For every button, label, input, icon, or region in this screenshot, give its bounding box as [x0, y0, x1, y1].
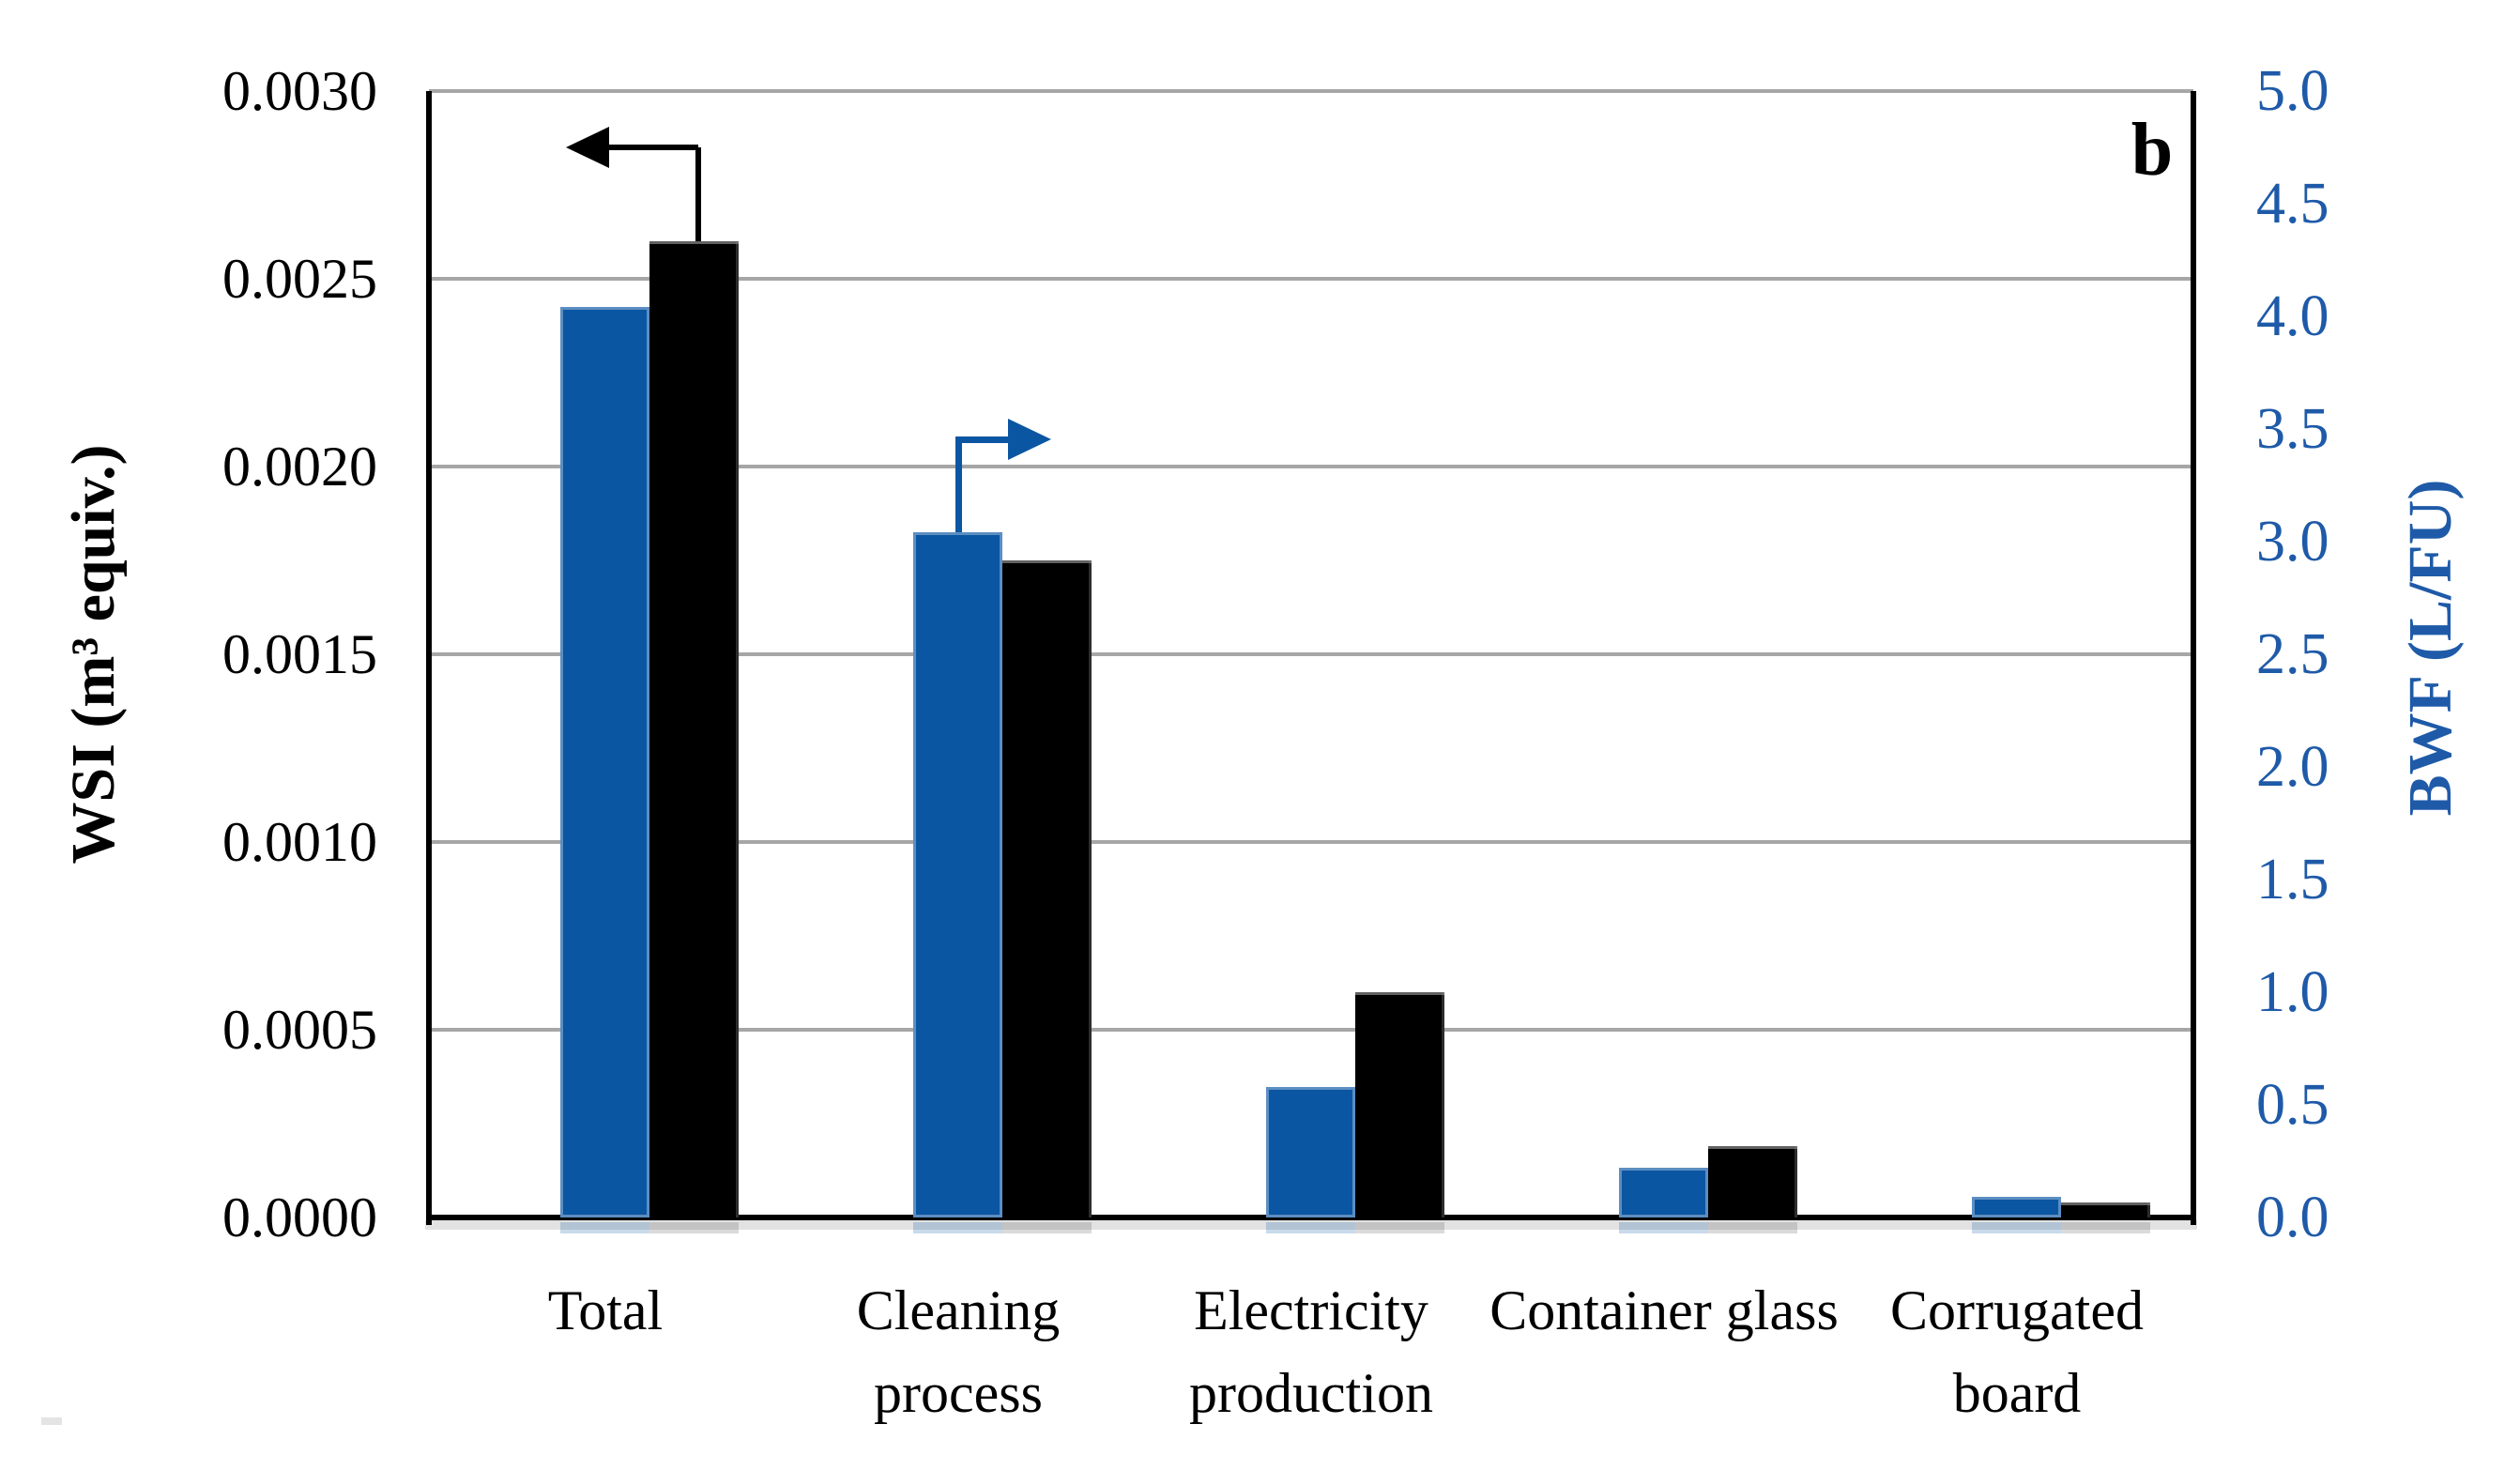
right-axis-tick-label: 5.0: [2256, 59, 2329, 123]
right-arrow-head: [1007, 419, 1051, 460]
gridline: [429, 465, 2193, 468]
bar-shadow: [1708, 1222, 1797, 1233]
right-arrow-vline: [955, 439, 962, 532]
bar-wsi-5: [2061, 1202, 2150, 1217]
bar-wsi-4: [1708, 1146, 1797, 1217]
bar-bwf-1: [560, 307, 649, 1217]
right-arrow-hline: [955, 436, 1008, 443]
bar-bwf-3: [1266, 1087, 1355, 1217]
left-arrow-head: [566, 127, 610, 168]
bar-shadow: [649, 1222, 739, 1233]
panel-letter-label: b: [2131, 109, 2174, 191]
right-axis-tick-label: 2.0: [2256, 735, 2329, 799]
left-axis-tick-label: 0.0030: [222, 60, 377, 122]
category-label-1: Total: [547, 1279, 664, 1341]
gridline: [429, 652, 2193, 656]
right-axis-tick-label: 2.5: [2256, 622, 2329, 686]
right-axis-tick-label: 3.0: [2256, 510, 2329, 574]
bar-shadow: [1619, 1222, 1708, 1233]
bar-wsi-3: [1355, 992, 1444, 1217]
bar-shadow: [913, 1222, 1002, 1233]
category-label-4: Container glass: [1489, 1279, 1839, 1341]
left-axis-tick-label: 0.0000: [222, 1187, 377, 1248]
bar-shadow: [1002, 1222, 1092, 1233]
x-axis-line: [426, 1215, 2196, 1220]
y-axis-left-line: [426, 91, 432, 1225]
right-axis-tick-label: 1.0: [2256, 960, 2329, 1024]
gridline: [429, 1028, 2193, 1032]
bar-shadow: [1266, 1222, 1355, 1233]
bar-shadow: [1355, 1222, 1444, 1233]
right-axis-tick-label: 1.5: [2256, 848, 2329, 911]
gridline: [429, 840, 2193, 844]
left-axis-tick-label: 0.0025: [222, 248, 377, 310]
right-axis-tick-label: 0.0: [2256, 1186, 2329, 1249]
left-axis-tick-label: 0.0005: [222, 999, 377, 1061]
left-arrow-hline: [609, 145, 699, 150]
gridline: [429, 277, 2193, 281]
right-axis-tick-label: 4.0: [2256, 284, 2329, 348]
category-label-5: Corrugated board: [1890, 1279, 2144, 1424]
right-axis-tick-label: 0.5: [2256, 1073, 2329, 1137]
left-axis-tick-label: 0.0010: [222, 811, 377, 873]
gridline: [429, 89, 2193, 93]
bar-shadow: [560, 1222, 649, 1233]
bar-shadow: [2061, 1222, 2150, 1233]
right-axis-tick-label: 3.5: [2256, 397, 2329, 461]
y-axis-right-line: [2191, 91, 2196, 1225]
bar-wsi-1: [649, 241, 739, 1217]
bar-bwf-2: [913, 532, 1002, 1217]
category-label-3: Electricity production: [1189, 1279, 1433, 1424]
left-arrow-vline: [695, 147, 702, 241]
bar-bwf-5: [1972, 1197, 2061, 1217]
bar-bwf-4: [1619, 1168, 1708, 1217]
axis-shadow: [425, 1220, 2197, 1230]
category-label-2: Cleaning process: [856, 1279, 1061, 1424]
right-axis-tick-label: 4.5: [2256, 172, 2329, 236]
left-axis-tick-label: 0.0020: [222, 436, 377, 498]
left-axis-tick-label: 0.0015: [222, 623, 377, 685]
bar-wsi-2: [1002, 560, 1092, 1217]
smudge-artifact: [41, 1417, 62, 1425]
bar-shadow: [1972, 1222, 2061, 1233]
